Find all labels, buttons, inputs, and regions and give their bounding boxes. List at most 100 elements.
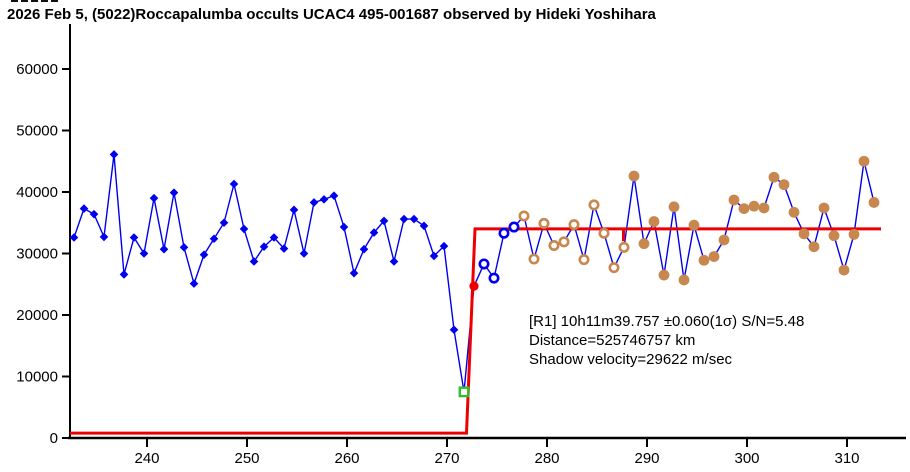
data-point-diamond xyxy=(279,244,289,253)
data-point-diamond xyxy=(119,270,129,279)
data-point-diamond xyxy=(79,204,89,213)
data-point-open-brown xyxy=(518,210,530,222)
data-point-brown xyxy=(738,203,750,215)
event-point-green-square xyxy=(458,386,470,398)
data-point-brown xyxy=(688,219,700,231)
data-point-open-brown xyxy=(568,219,580,231)
data-point-brown xyxy=(838,264,850,276)
data-point-brown xyxy=(638,238,650,250)
data-point-brown xyxy=(788,206,800,218)
data-point-brown xyxy=(658,269,670,281)
clipped-text-fragment xyxy=(11,0,58,3)
y-tick-label: 60000 xyxy=(16,61,58,78)
data-point-diamond xyxy=(89,209,99,219)
data-point-open-brown xyxy=(578,254,590,266)
data-point-diamond xyxy=(159,244,169,254)
data-point-brown xyxy=(798,228,810,240)
data-point-brown xyxy=(848,229,860,240)
clipped-dash xyxy=(11,0,18,2)
x-tick-label: 300 xyxy=(734,450,759,467)
data-point-brown xyxy=(668,201,680,213)
x-tick-label: 290 xyxy=(634,450,659,467)
data-point-diamond xyxy=(379,216,389,226)
y-tick-label: 20000 xyxy=(16,307,58,324)
data-point-open-blue xyxy=(488,272,500,284)
data-point-diamond xyxy=(389,257,399,266)
y-tick-label: 30000 xyxy=(16,246,58,263)
data-point-brown xyxy=(628,170,640,182)
data-point-open-blue xyxy=(508,221,520,233)
data-point-brown xyxy=(828,230,840,242)
data-point-diamond xyxy=(229,179,239,189)
data-point-diamond xyxy=(339,222,349,232)
data-point-brown xyxy=(728,194,740,206)
data-point-open-blue xyxy=(478,258,490,270)
data-point-diamond xyxy=(169,188,179,197)
event-point-red-circle xyxy=(469,281,479,291)
y-tick-label: 50000 xyxy=(16,123,58,140)
data-point-brown xyxy=(648,216,660,227)
data-point-diamond xyxy=(409,214,419,224)
data-point-diamond xyxy=(309,198,319,207)
data-point-diamond xyxy=(259,242,269,252)
data-point-diamond xyxy=(299,249,309,258)
data-point-brown xyxy=(748,200,760,212)
data-point-open-brown xyxy=(618,241,630,253)
annotation-distance-line: Distance=525746757 km xyxy=(529,332,696,349)
data-point-diamond xyxy=(179,243,189,252)
clipped-dash xyxy=(51,0,58,2)
clipped-dash xyxy=(21,0,28,2)
x-tick-label: 310 xyxy=(834,450,859,467)
data-point-brown xyxy=(768,171,780,183)
y-tick-label: 10000 xyxy=(16,369,58,386)
data-point-diamond xyxy=(149,193,159,203)
data-point-brown xyxy=(698,254,710,266)
data-point-diamond xyxy=(269,233,279,242)
data-point-diamond xyxy=(289,205,299,215)
data-point-diamond xyxy=(249,257,259,266)
x-tick-label: 250 xyxy=(234,450,259,467)
result-annotation: [R1] 10h11m39.757 ±0.060(1σ) S/N=5.48 Di… xyxy=(529,312,804,369)
data-point-brown xyxy=(718,234,730,246)
data-point-brown xyxy=(808,241,820,253)
data-point-open-brown xyxy=(588,199,600,211)
data-point-diamond xyxy=(199,250,209,260)
clipped-dash xyxy=(41,0,48,2)
data-point-open-brown xyxy=(598,227,610,239)
data-point-diamond xyxy=(139,249,149,258)
data-point-diamond xyxy=(319,195,329,204)
data-point-open-blue xyxy=(498,227,510,239)
data-point-diamond xyxy=(219,218,229,228)
data-point-diamond xyxy=(69,233,79,242)
data-point-brown xyxy=(678,274,690,286)
data-point-diamond xyxy=(399,214,409,224)
data-point-brown xyxy=(858,155,870,167)
data-point-diamond xyxy=(109,150,119,159)
model-fit-line xyxy=(70,227,881,435)
x-tick-label: 260 xyxy=(334,450,359,467)
data-point-diamond xyxy=(449,325,459,335)
clipped-dash xyxy=(31,0,38,2)
annotation-time-line: [R1] 10h11m39.757 ±0.060(1σ) S/N=5.48 xyxy=(529,313,805,330)
data-point-brown xyxy=(818,202,830,214)
data-point-diamond xyxy=(359,244,369,254)
chart-title: 2026 Feb 5, (5022)Roccapalumba occults U… xyxy=(7,6,656,23)
data-point-diamond xyxy=(439,241,449,251)
data-point-open-brown xyxy=(548,240,560,252)
x-tick-label: 270 xyxy=(434,450,459,467)
data-point-diamond xyxy=(99,232,109,242)
y-tick-label: 40000 xyxy=(16,184,58,201)
data-point-diamond xyxy=(239,224,249,234)
data-point-diamond xyxy=(369,228,379,237)
data-point-diamond xyxy=(209,234,219,244)
x-tick-label: 280 xyxy=(534,450,559,467)
data-point-diamond xyxy=(329,191,339,200)
data-point-open-brown xyxy=(608,262,620,274)
data-point-brown xyxy=(778,179,790,191)
data-point-diamond xyxy=(129,233,139,242)
data-point-brown xyxy=(868,197,880,208)
data-point-open-brown xyxy=(558,236,570,248)
x-tick-label: 240 xyxy=(134,450,159,467)
data-point-diamond xyxy=(349,268,359,278)
